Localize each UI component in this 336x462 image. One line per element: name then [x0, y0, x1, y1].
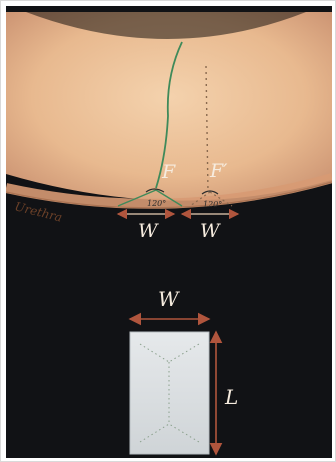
graft-width-label: W	[158, 287, 180, 311]
incision-line-left	[155, 41, 183, 189]
angle-label-right: 120°	[203, 200, 222, 209]
flap-label-f: F	[161, 161, 176, 183]
width-label-right: W	[200, 220, 221, 242]
urethra-label: Urethra	[13, 199, 63, 224]
surgical-photo-panel: 120° 120° F F′ Urethra W W W L	[6, 6, 332, 458]
tissue-region	[6, 12, 332, 201]
urethra-band	[6, 173, 332, 209]
graft-length-label: L	[224, 385, 238, 409]
graft-rectangle	[129, 331, 210, 455]
width-label-left: W	[138, 220, 159, 242]
angle-label-left: 120°	[147, 199, 166, 208]
flap-label-f-prime: F′	[209, 160, 228, 182]
figure-illustration: 120° 120° F F′ Urethra W W W L	[6, 12, 332, 456]
angle-wedge-left	[117, 188, 183, 207]
angle-wedge-right	[189, 190, 233, 207]
